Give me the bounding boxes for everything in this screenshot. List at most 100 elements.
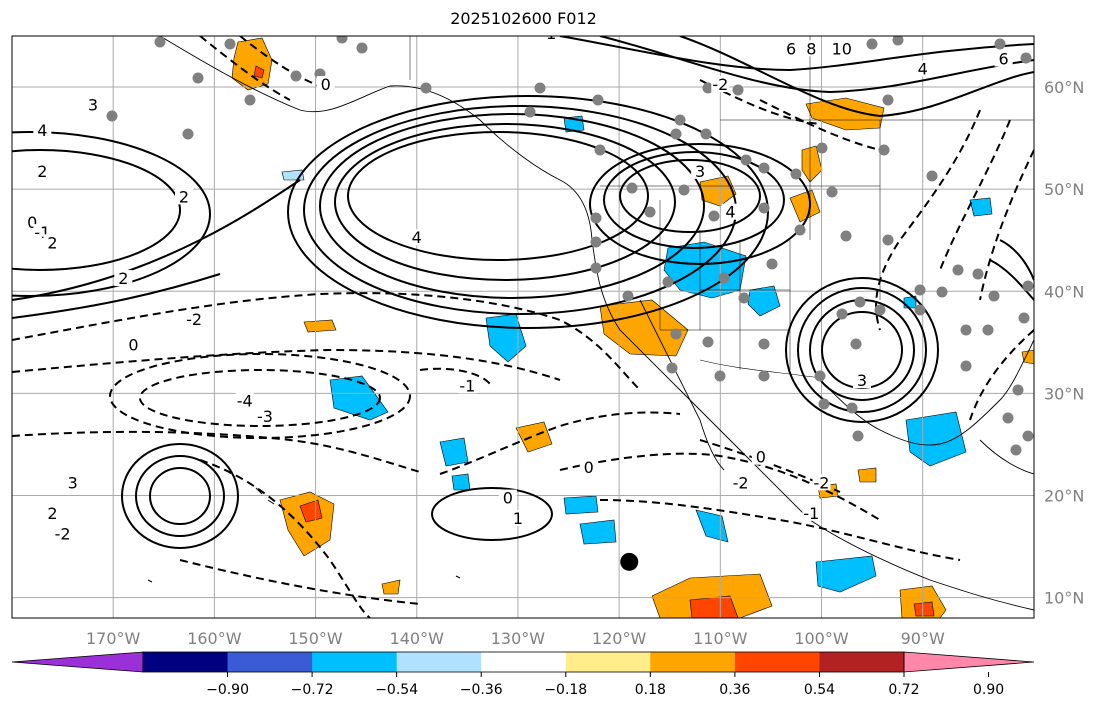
contour-label: 0 — [756, 448, 766, 467]
longitude-tick-label: 120°W — [592, 629, 647, 648]
station-dot — [1012, 384, 1024, 396]
station-dot — [524, 106, 536, 118]
latitude-tick-label: 40°N — [1044, 282, 1084, 301]
station-dot — [914, 304, 926, 316]
map-frame — [11, 35, 1035, 619]
station-dot — [626, 182, 638, 194]
station-dot — [988, 290, 1000, 302]
latitude-tick-label: 60°N — [1044, 78, 1084, 97]
contour-label: 0 — [321, 75, 331, 94]
station-dot — [850, 338, 862, 350]
station-dot — [666, 362, 678, 374]
contour-label-bg — [53, 525, 72, 542]
contour-label: 1 — [513, 509, 523, 528]
longitude-tick-label: 130°W — [491, 629, 546, 648]
contour-label: 4 — [918, 60, 928, 79]
station-dot — [534, 82, 546, 94]
contour-label-bg — [579, 458, 598, 475]
positive-contours — [12, 36, 1034, 549]
station-dot — [740, 154, 752, 166]
colorbar-segment — [481, 652, 567, 672]
station-dot — [336, 36, 348, 44]
station-dot — [826, 186, 838, 198]
contour-label-bg — [539, 36, 558, 41]
contour-label-bg — [802, 504, 821, 521]
station-dot — [846, 402, 858, 414]
station-dot — [678, 184, 690, 196]
contour-label: 2 — [37, 162, 47, 181]
station-dot — [882, 234, 894, 246]
contour-label-bg — [43, 504, 62, 521]
station-dot — [866, 38, 878, 50]
contour-label-bg — [721, 203, 740, 220]
contour-label-bg — [691, 162, 710, 179]
station-dot — [702, 336, 714, 348]
contour-label-bg — [498, 489, 517, 506]
colorbar-tick-label: −0.36 — [460, 682, 503, 698]
station-dot — [814, 370, 826, 382]
station-dot — [758, 202, 770, 214]
contour-label-bg — [711, 76, 730, 93]
contour-label: -2 — [55, 524, 71, 543]
station-dot — [878, 144, 890, 156]
station-dot — [936, 286, 948, 298]
contour-label-bg — [731, 474, 750, 491]
station-dot — [714, 370, 726, 382]
colorbar-ticks: −0.90 −0.72 −0.54 −0.36 −0.18 0.18 0.36 0.54 0.7… — [206, 672, 1004, 698]
contour-label-bg — [458, 377, 477, 394]
station-dot — [914, 284, 926, 296]
longitude-tick-label: 170°W — [86, 629, 141, 648]
contour-label: 2 — [118, 269, 128, 288]
colorbar-tick-label: −0.90 — [206, 682, 249, 698]
contour-label: 2 — [47, 504, 57, 523]
station-dot — [182, 128, 194, 140]
map-title: 2025102600 F012 — [450, 9, 597, 28]
station-dot — [790, 168, 802, 180]
colorbar-min-extension — [11, 651, 144, 673]
station-dot — [1022, 280, 1034, 292]
station-dot — [106, 110, 118, 122]
contour-label-bg — [175, 188, 194, 205]
station-dot — [738, 292, 750, 304]
station-dot — [244, 94, 256, 106]
station-dot — [644, 206, 656, 218]
station-dot — [1022, 430, 1034, 442]
contour-label-bg — [751, 448, 770, 465]
contour-label: 6 — [786, 39, 796, 58]
contour-label-bg — [43, 234, 62, 251]
station-dot — [758, 338, 770, 350]
station-dot — [758, 370, 770, 382]
contour-label: -1 — [540, 24, 556, 43]
station-dot — [590, 262, 602, 274]
contour-label: -1 — [459, 376, 475, 395]
contour-label-bg — [114, 270, 133, 287]
contour-label-bg — [407, 229, 426, 246]
station-dot — [594, 144, 606, 156]
positive-anomaly-shading — [231, 37, 1034, 618]
contour-label-bg — [33, 122, 52, 138]
station-dot — [590, 212, 602, 224]
station-dot — [816, 142, 828, 154]
colorbar-tick-label: 0.54 — [804, 682, 835, 698]
contour-label: 4 — [412, 228, 422, 247]
colorbar-tick-label: 0.18 — [635, 682, 666, 698]
contour-label: -2 — [186, 310, 202, 329]
station-dot — [926, 170, 938, 182]
colorbar-segment — [396, 652, 482, 672]
longitude-tick-label: 110°W — [693, 629, 748, 648]
longitude-tick-label: 140°W — [390, 629, 445, 648]
contour-label-bg — [83, 96, 102, 113]
station-dot — [994, 38, 1006, 50]
contour-label: 10 — [832, 39, 852, 58]
contour-label: 3 — [857, 371, 867, 390]
contour-label: -1 — [803, 504, 819, 523]
contour-label-bg — [33, 162, 52, 179]
station-dot — [758, 162, 770, 174]
contour-label: 8 — [806, 39, 816, 58]
station-dot — [892, 36, 904, 46]
contour-label-bg — [124, 336, 143, 353]
station-dot — [700, 128, 712, 140]
contour-label: -2 — [712, 75, 728, 94]
colorbar-segment — [650, 652, 736, 672]
